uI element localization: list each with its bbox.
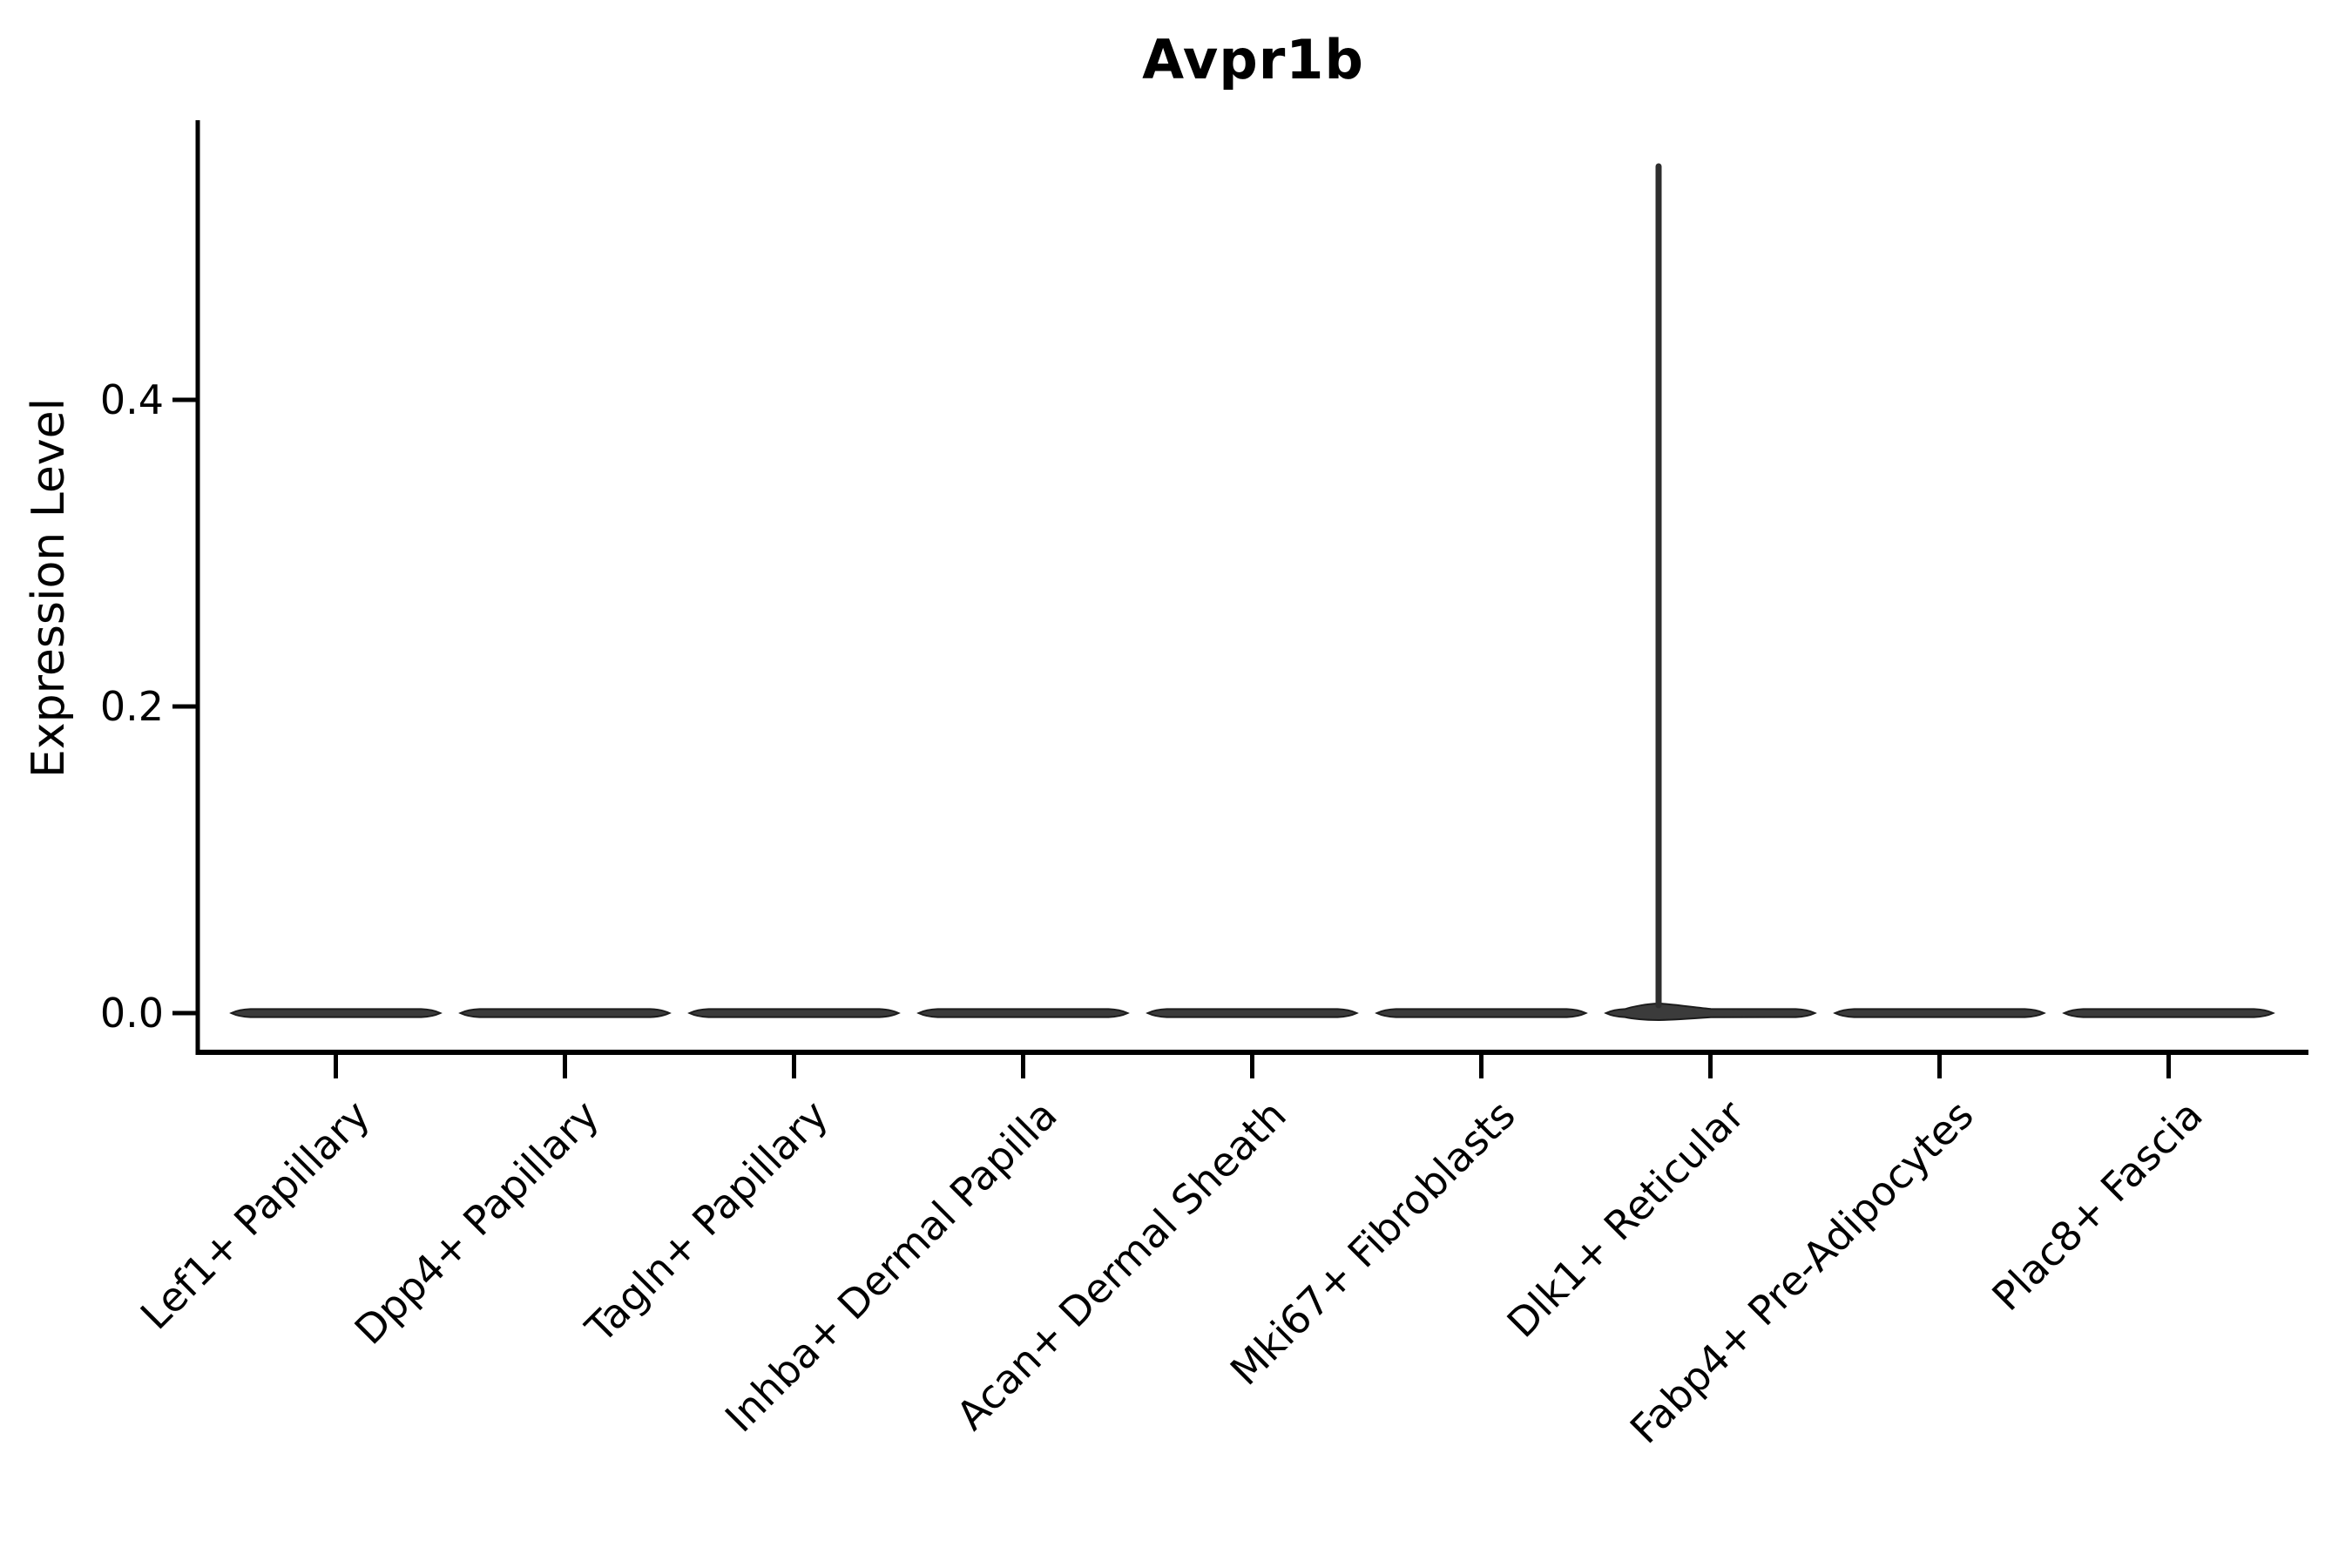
- violin-body-flat: [1833, 1008, 2046, 1018]
- violin-body-flat: [916, 1008, 1130, 1018]
- y-tick-label: 0.0: [99, 990, 164, 1037]
- y-tick-label: 0.4: [99, 376, 164, 423]
- violin-body-flat: [687, 1008, 901, 1018]
- y-tick-label: 0.2: [99, 683, 164, 730]
- violin-body-flat: [229, 1008, 443, 1018]
- violin-body-flat: [1375, 1008, 1588, 1018]
- violin-body-flat: [2062, 1008, 2275, 1018]
- violin-body-expressing: [1604, 1002, 1817, 1022]
- violin-body-flat: [458, 1008, 672, 1018]
- violin-body-flat: [1146, 1008, 1359, 1018]
- chart-title: Avpr1b: [1142, 28, 1364, 91]
